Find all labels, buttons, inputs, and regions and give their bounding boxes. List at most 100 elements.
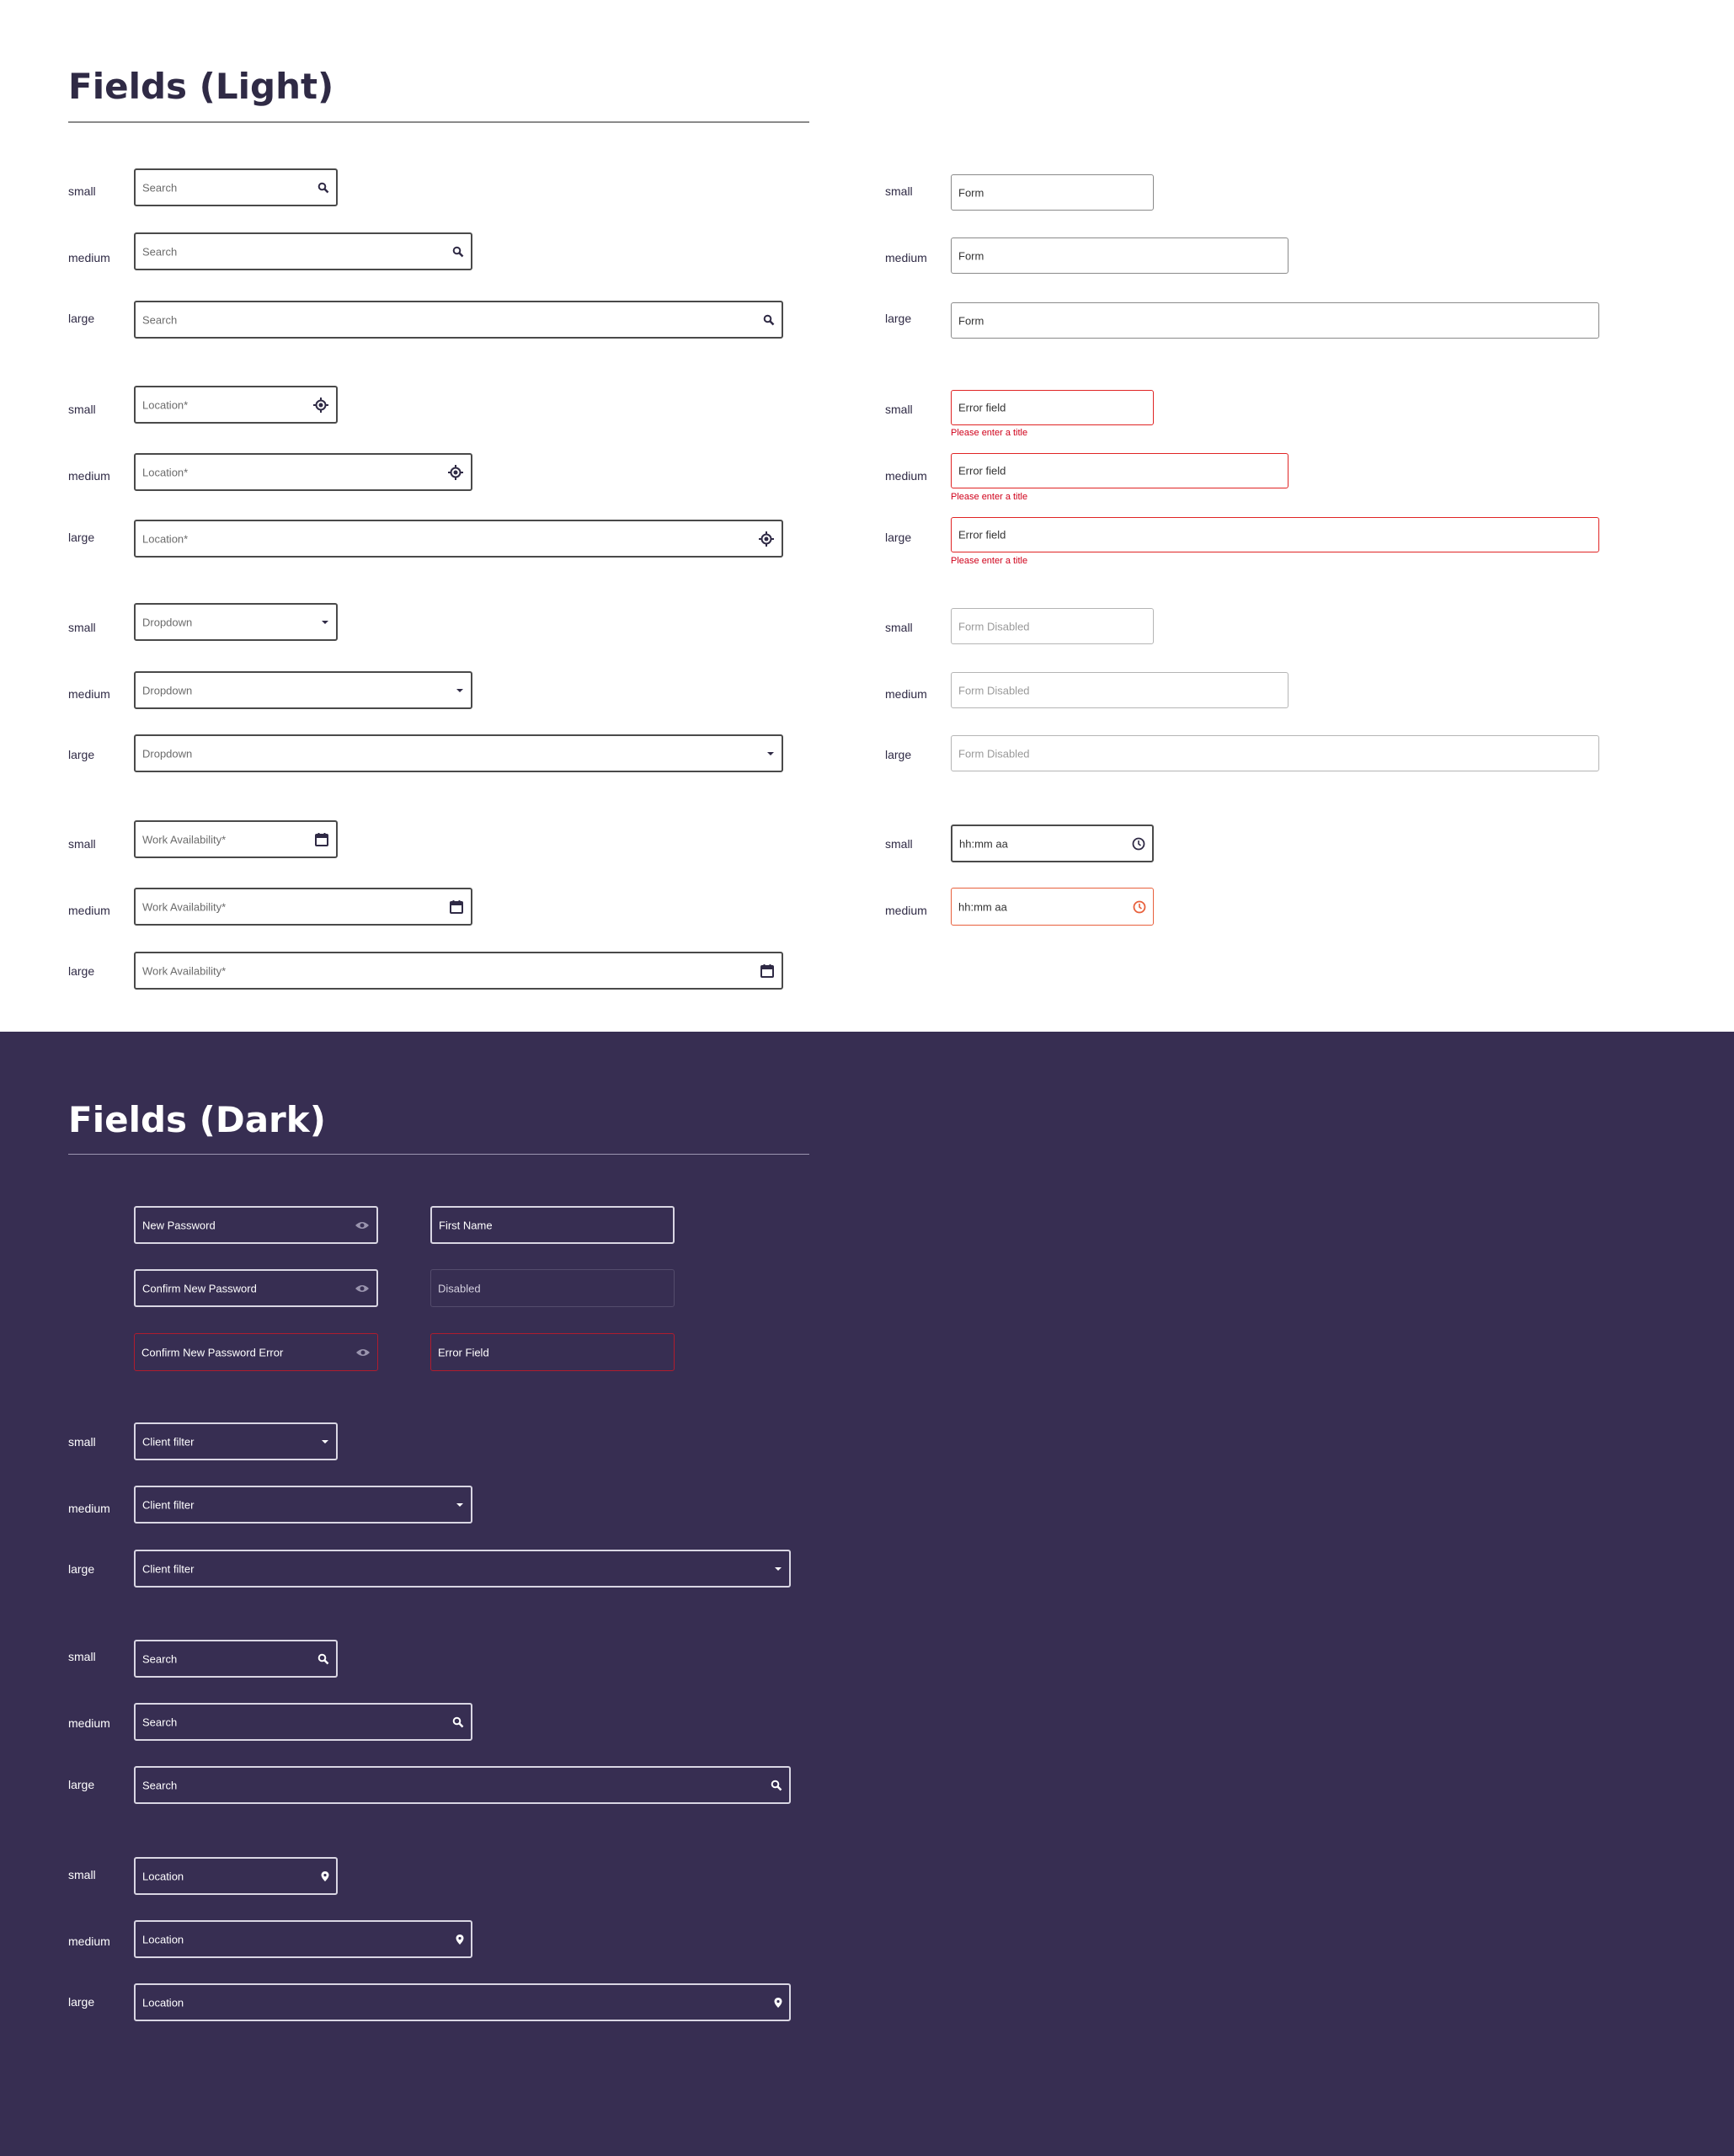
dark-location-large[interactable]: Location xyxy=(134,1983,791,2021)
size-label-medium: medium xyxy=(885,251,927,264)
map-pin-icon[interactable] xyxy=(774,1997,782,2008)
error-field-value: Error Field xyxy=(438,1346,489,1358)
location-value: Location xyxy=(142,1870,184,1882)
dark-search-small[interactable]: Search xyxy=(134,1640,338,1678)
size-label-medium: medium xyxy=(68,251,110,264)
chevron-down-icon[interactable] xyxy=(321,1439,329,1444)
chevron-down-icon[interactable] xyxy=(456,688,464,693)
chevron-down-icon[interactable] xyxy=(766,751,775,756)
chevron-down-icon[interactable] xyxy=(321,620,329,625)
dark-section: Fields (Dark) New Password First Name Co… xyxy=(0,1032,1734,2156)
error-field-value: Error field xyxy=(958,528,1006,542)
size-label-small: small xyxy=(885,621,913,634)
search-value: Search xyxy=(142,1716,178,1728)
new-password-field[interactable]: New Password xyxy=(134,1206,378,1244)
clock-icon[interactable] xyxy=(1133,900,1146,914)
confirm-password-error-value: Confirm New Password Error xyxy=(141,1346,284,1358)
calendar-icon[interactable] xyxy=(449,899,464,915)
search-icon[interactable] xyxy=(317,182,329,194)
search-value: Search xyxy=(142,1652,178,1665)
size-label-small: small xyxy=(885,184,913,198)
work-availability-field-large[interactable]: Work Availability* xyxy=(134,952,783,990)
first-name-value: First Name xyxy=(439,1219,493,1231)
dark-search-medium[interactable]: Search xyxy=(134,1703,472,1741)
error-field-large[interactable]: Error field xyxy=(951,517,1599,552)
size-label-small: small xyxy=(885,403,913,416)
search-icon[interactable] xyxy=(771,1780,782,1791)
work-availability-field-medium[interactable]: Work Availability* xyxy=(134,888,472,926)
form-field-medium[interactable]: Form xyxy=(951,237,1288,274)
client-filter-value: Client filter xyxy=(142,1498,195,1511)
error-message: Please enter a title xyxy=(951,428,1028,438)
confirm-password-value: Confirm New Password xyxy=(142,1282,257,1294)
error-field[interactable]: Error Field xyxy=(430,1333,675,1371)
location-value: Location xyxy=(142,1996,184,2009)
location-field-small[interactable]: Location* xyxy=(134,386,338,424)
search-field-small[interactable]: Search xyxy=(134,168,338,206)
first-name-field[interactable]: First Name xyxy=(430,1206,675,1244)
client-filter-small[interactable]: Client filter xyxy=(134,1422,338,1460)
map-pin-icon[interactable] xyxy=(321,1870,329,1881)
disabled-placeholder: Form Disabled xyxy=(958,747,1030,760)
dropdown-medium[interactable]: Dropdown xyxy=(134,671,472,709)
eye-icon[interactable] xyxy=(355,1348,371,1358)
disabled-value: Disabled xyxy=(438,1282,481,1294)
dropdown-large[interactable]: Dropdown xyxy=(134,734,783,772)
size-label-large: large xyxy=(885,312,912,325)
client-filter-large[interactable]: Client filter xyxy=(134,1550,791,1588)
disabled-placeholder: Form Disabled xyxy=(958,684,1030,696)
location-target-icon[interactable] xyxy=(758,531,775,547)
disabled-field: Disabled xyxy=(430,1269,675,1307)
size-label-large: large xyxy=(885,748,912,761)
search-icon[interactable] xyxy=(317,1653,329,1665)
location-field-medium[interactable]: Location* xyxy=(134,453,472,491)
size-label-small: small xyxy=(68,403,96,416)
size-label-large: large xyxy=(885,531,912,544)
size-label-large: large xyxy=(68,1778,95,1791)
work-availability-placeholder: Work Availability* xyxy=(142,900,227,913)
size-label-small: small xyxy=(68,621,96,634)
dark-section-title: Fields (Dark) xyxy=(68,1099,326,1140)
time-field-medium-error[interactable]: hh:mm aa xyxy=(951,888,1154,926)
eye-icon[interactable] xyxy=(355,1283,370,1294)
chevron-down-icon[interactable] xyxy=(774,1566,782,1572)
chevron-down-icon[interactable] xyxy=(456,1502,464,1508)
dark-location-medium[interactable]: Location xyxy=(134,1920,472,1958)
search-icon[interactable] xyxy=(452,246,464,258)
size-label-medium: medium xyxy=(68,1716,110,1730)
size-label-large: large xyxy=(68,748,95,761)
eye-icon[interactable] xyxy=(355,1220,370,1230)
client-filter-medium[interactable]: Client filter xyxy=(134,1486,472,1524)
search-placeholder: Search xyxy=(142,181,178,194)
disabled-field-small: Form Disabled xyxy=(951,608,1154,644)
search-field-large[interactable]: Search xyxy=(134,301,783,339)
size-label-medium: medium xyxy=(68,469,110,483)
location-field-large[interactable]: Location* xyxy=(134,520,783,558)
confirm-password-error-field[interactable]: Confirm New Password Error xyxy=(134,1333,378,1371)
search-icon[interactable] xyxy=(763,314,775,326)
form-field-large[interactable]: Form xyxy=(951,302,1599,339)
size-label-small: small xyxy=(885,837,913,851)
error-field-medium[interactable]: Error field xyxy=(951,453,1288,488)
dropdown-small[interactable]: Dropdown xyxy=(134,603,338,641)
search-icon[interactable] xyxy=(452,1716,464,1728)
search-field-medium[interactable]: Search xyxy=(134,232,472,270)
disabled-placeholder: Form Disabled xyxy=(958,620,1030,632)
dark-search-large[interactable]: Search xyxy=(134,1766,791,1804)
location-placeholder: Location* xyxy=(142,398,189,411)
clock-icon[interactable] xyxy=(1132,837,1145,851)
location-target-icon[interactable] xyxy=(312,397,329,414)
work-availability-field-small[interactable]: Work Availability* xyxy=(134,820,338,858)
map-pin-icon[interactable] xyxy=(456,1934,464,1945)
form-field-small[interactable]: Form xyxy=(951,174,1154,211)
dropdown-placeholder: Dropdown xyxy=(142,684,193,696)
calendar-icon[interactable] xyxy=(760,963,775,979)
time-field-small[interactable]: hh:mm aa xyxy=(951,825,1154,862)
confirm-password-field[interactable]: Confirm New Password xyxy=(134,1269,378,1307)
error-field-small[interactable]: Error field xyxy=(951,390,1154,425)
location-value: Location xyxy=(142,1933,184,1945)
dark-location-small[interactable]: Location xyxy=(134,1857,338,1895)
calendar-icon[interactable] xyxy=(314,832,329,847)
search-value: Search xyxy=(142,1779,178,1791)
location-target-icon[interactable] xyxy=(447,464,464,481)
